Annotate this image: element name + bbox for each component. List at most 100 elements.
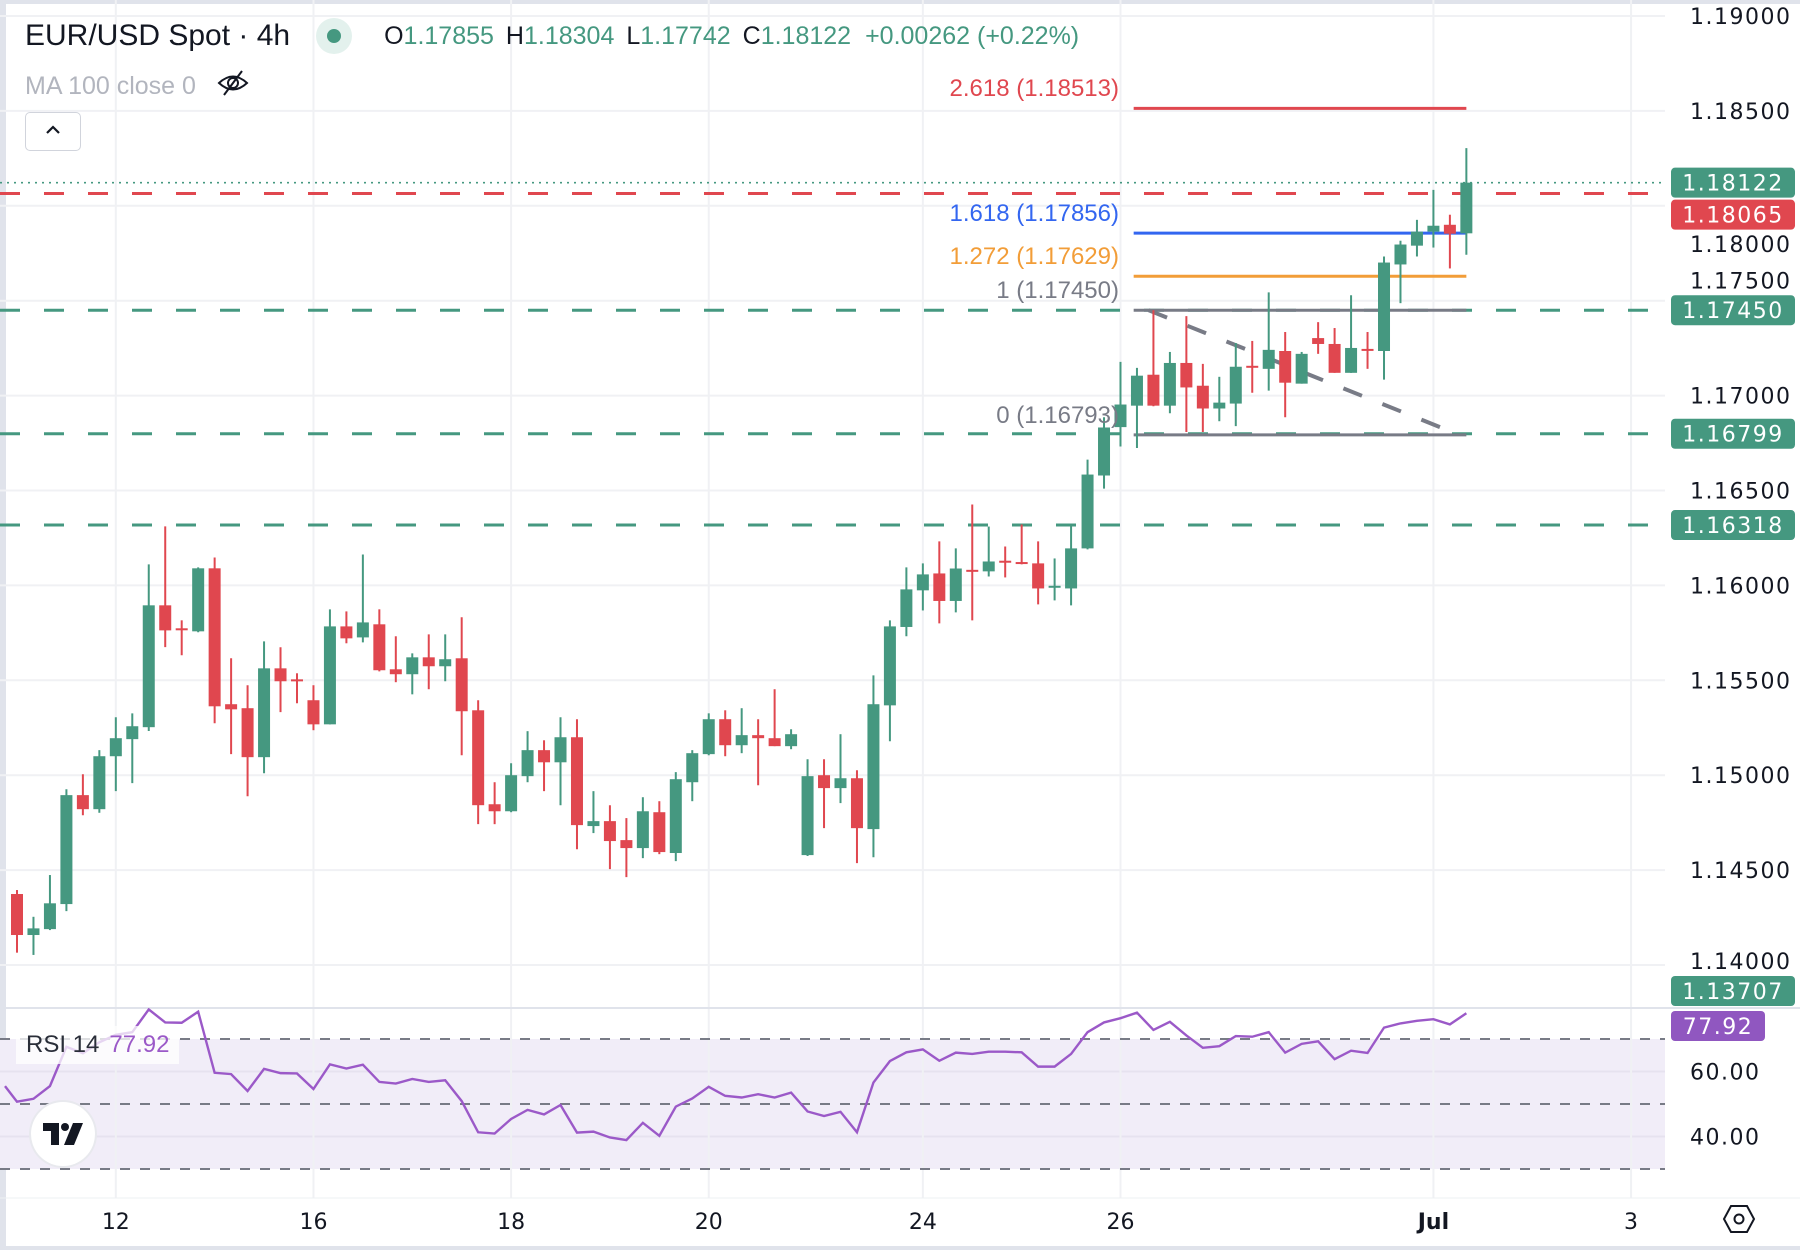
tradingview-logo[interactable] — [31, 1102, 95, 1166]
candle-body — [587, 821, 600, 827]
trend-line[interactable] — [1147, 308, 1448, 432]
candle — [801, 759, 814, 857]
candle-body — [1443, 224, 1456, 234]
price-tag-bg — [1671, 199, 1795, 230]
candle — [999, 546, 1012, 578]
candle-body — [1065, 548, 1078, 589]
candle-body — [307, 700, 320, 725]
candle — [1312, 322, 1325, 354]
rsi-axis-label: 40.00 — [1690, 1126, 1760, 1151]
rsi-legend[interactable]: RSI 14 77.92 — [16, 1026, 180, 1064]
price-axis-label: 1.15500 — [1690, 669, 1791, 694]
fib-level-label: 0 (1.16793) — [996, 401, 1119, 429]
candle-body — [686, 753, 699, 783]
candle-body — [406, 657, 419, 675]
rsi-tag[interactable]: 77.92 — [1671, 1011, 1765, 1041]
candle — [949, 548, 962, 613]
tv-logo-icon — [43, 1123, 83, 1145]
candle-body — [159, 605, 172, 631]
candle — [1427, 189, 1440, 248]
open-label: O — [384, 21, 404, 50]
close-label: C — [742, 21, 761, 50]
candle — [307, 685, 320, 731]
eye-off-icon[interactable] — [216, 68, 250, 105]
candle — [1114, 361, 1127, 447]
candle-body — [258, 668, 271, 758]
price-tag-bg — [1671, 510, 1795, 541]
symbol-title[interactable]: EUR/USD Spot · 4h — [25, 19, 291, 52]
price-axis-label: 1.15000 — [1690, 764, 1791, 789]
candle — [653, 801, 666, 855]
horizontal-lines[interactable] — [0, 181, 1665, 527]
price-axis[interactable]: 1.19000 1.18500 1.18000 1.17500 1.17000 1.165… — [1671, 5, 1795, 1151]
price-axis-label: 1.19000 — [1690, 5, 1791, 30]
candle — [225, 658, 238, 755]
price-axis-label: 1.17000 — [1690, 385, 1791, 410]
candle-body — [966, 569, 979, 572]
price-tag[interactable]: 1.16318 — [1671, 510, 1795, 541]
candle — [521, 731, 534, 783]
market-status-icon[interactable] — [316, 18, 353, 54]
price-tag-label: 1.16318 — [1682, 514, 1783, 539]
time-axis-label: 20 — [695, 1210, 723, 1235]
candle — [472, 700, 485, 825]
settings-button[interactable] — [1722, 1204, 1756, 1239]
candle-body — [422, 657, 435, 667]
fib-extension[interactable] — [1133, 106, 1467, 437]
ma-legend[interactable]: MA 100 close 0 — [25, 68, 250, 105]
price-tag[interactable]: 1.17450 — [1671, 295, 1795, 326]
candle — [933, 541, 946, 624]
candle-body — [455, 658, 468, 712]
candle-body — [1262, 349, 1275, 369]
candle — [900, 567, 913, 637]
candle — [1279, 332, 1292, 418]
candle-body — [439, 659, 452, 667]
price-tag-label: 1.13707 — [1682, 980, 1783, 1005]
candle — [1378, 256, 1391, 380]
candle — [175, 620, 188, 656]
candle — [1394, 240, 1407, 304]
low-label: L — [626, 21, 641, 50]
candle — [1460, 148, 1473, 255]
rsi-tag-label: 77.92 — [1683, 1015, 1753, 1040]
candle-body — [109, 738, 122, 757]
candle-body — [883, 626, 896, 706]
candle — [192, 567, 205, 633]
time-axis[interactable]: 12 16 18 20 24 26 Jul 3 — [102, 1210, 1638, 1235]
candle-body — [389, 669, 402, 675]
candle-body — [340, 626, 353, 639]
price-tag[interactable]: 1.13707 — [1671, 976, 1795, 1006]
price-tag-label: 1.18065 — [1682, 204, 1783, 229]
rsi-pane — [0, 1008, 1665, 1170]
chevron-up-icon — [44, 123, 62, 141]
candle — [587, 791, 600, 834]
fib-level-label: 1 (1.17450) — [996, 277, 1119, 305]
time-axis-label: 24 — [909, 1210, 937, 1235]
price-tag[interactable]: 1.16799 — [1671, 418, 1795, 449]
collapse-legend-button[interactable] — [25, 112, 81, 151]
price-tag-label: 1.16799 — [1682, 423, 1783, 448]
candle — [570, 719, 583, 850]
candle-body — [867, 704, 880, 830]
price-tag[interactable]: 1.18122 — [1671, 167, 1795, 198]
candle — [439, 634, 452, 682]
candle-body — [1130, 375, 1143, 406]
time-axis-label: 18 — [497, 1210, 525, 1235]
candle-body — [735, 735, 748, 746]
price-tag[interactable]: 1.18065 — [1671, 199, 1795, 230]
candle-body — [1163, 362, 1176, 406]
candle — [340, 611, 353, 644]
candle-body — [933, 573, 946, 601]
candle — [1196, 363, 1209, 433]
candle — [916, 563, 929, 611]
candle-body — [472, 710, 485, 806]
candle — [669, 772, 682, 862]
candle-body — [11, 894, 23, 936]
candle-body — [1295, 353, 1308, 384]
rsi-line — [4, 1008, 1468, 1142]
time-axis-label: 12 — [102, 1210, 130, 1235]
candle-body — [570, 737, 583, 826]
candle-body — [373, 624, 386, 671]
candle-body — [554, 737, 567, 763]
